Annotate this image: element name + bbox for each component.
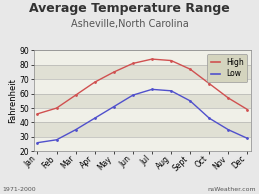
Y-axis label: Fahrenheit: Fahrenheit	[8, 78, 17, 123]
Bar	[34, 122, 251, 137]
Text: Asheville,North Carolina: Asheville,North Carolina	[71, 19, 188, 29]
Legend: High, Low: High, Low	[207, 54, 247, 82]
Bar	[34, 137, 251, 151]
Bar	[34, 94, 251, 108]
Bar	[34, 65, 251, 79]
Text: 1971-2000: 1971-2000	[3, 187, 36, 192]
Text: Average Temperature Range: Average Temperature Range	[29, 2, 230, 15]
Bar	[34, 50, 251, 65]
Text: nsWeather.com: nsWeather.com	[208, 187, 256, 192]
Bar	[34, 79, 251, 94]
Bar	[34, 108, 251, 122]
